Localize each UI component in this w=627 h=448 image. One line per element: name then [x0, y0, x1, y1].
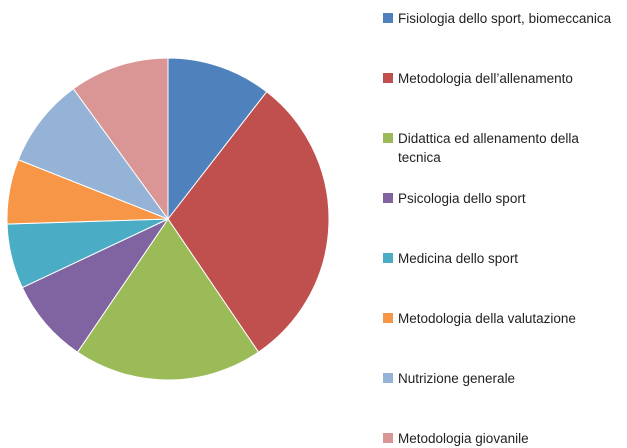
legend-swatch — [383, 373, 393, 383]
legend-label: Psicologia dello sport — [398, 191, 526, 206]
pie-slice — [17, 88, 170, 221]
legend-swatch — [383, 73, 393, 83]
legend-label: Fisiologia dello sport, biomeccanica — [398, 11, 612, 26]
legend-swatch — [383, 253, 393, 263]
pie-slice — [72, 57, 169, 221]
pie-slice — [167, 57, 268, 221]
legend-label: Didattica ed allenamento della tecnica — [398, 131, 579, 165]
pie-slice — [21, 217, 170, 353]
legend-swatch — [383, 433, 393, 443]
legend-label: Metodologia dell’allenamento — [398, 71, 573, 86]
legend-label: Nutrizione generale — [398, 371, 516, 386]
legend-label: Medicina dello sport — [398, 251, 519, 266]
pie-slice — [76, 218, 260, 381]
legend-swatch — [383, 13, 393, 23]
legend-swatch — [383, 133, 393, 143]
legend-label: Metodologia della valutazione — [398, 311, 576, 326]
legend-swatch — [383, 313, 393, 323]
pie-slice — [167, 91, 330, 353]
legend-swatch — [383, 193, 393, 203]
legend-label: Metodologia giovanile — [398, 431, 529, 446]
pie — [6, 57, 330, 381]
